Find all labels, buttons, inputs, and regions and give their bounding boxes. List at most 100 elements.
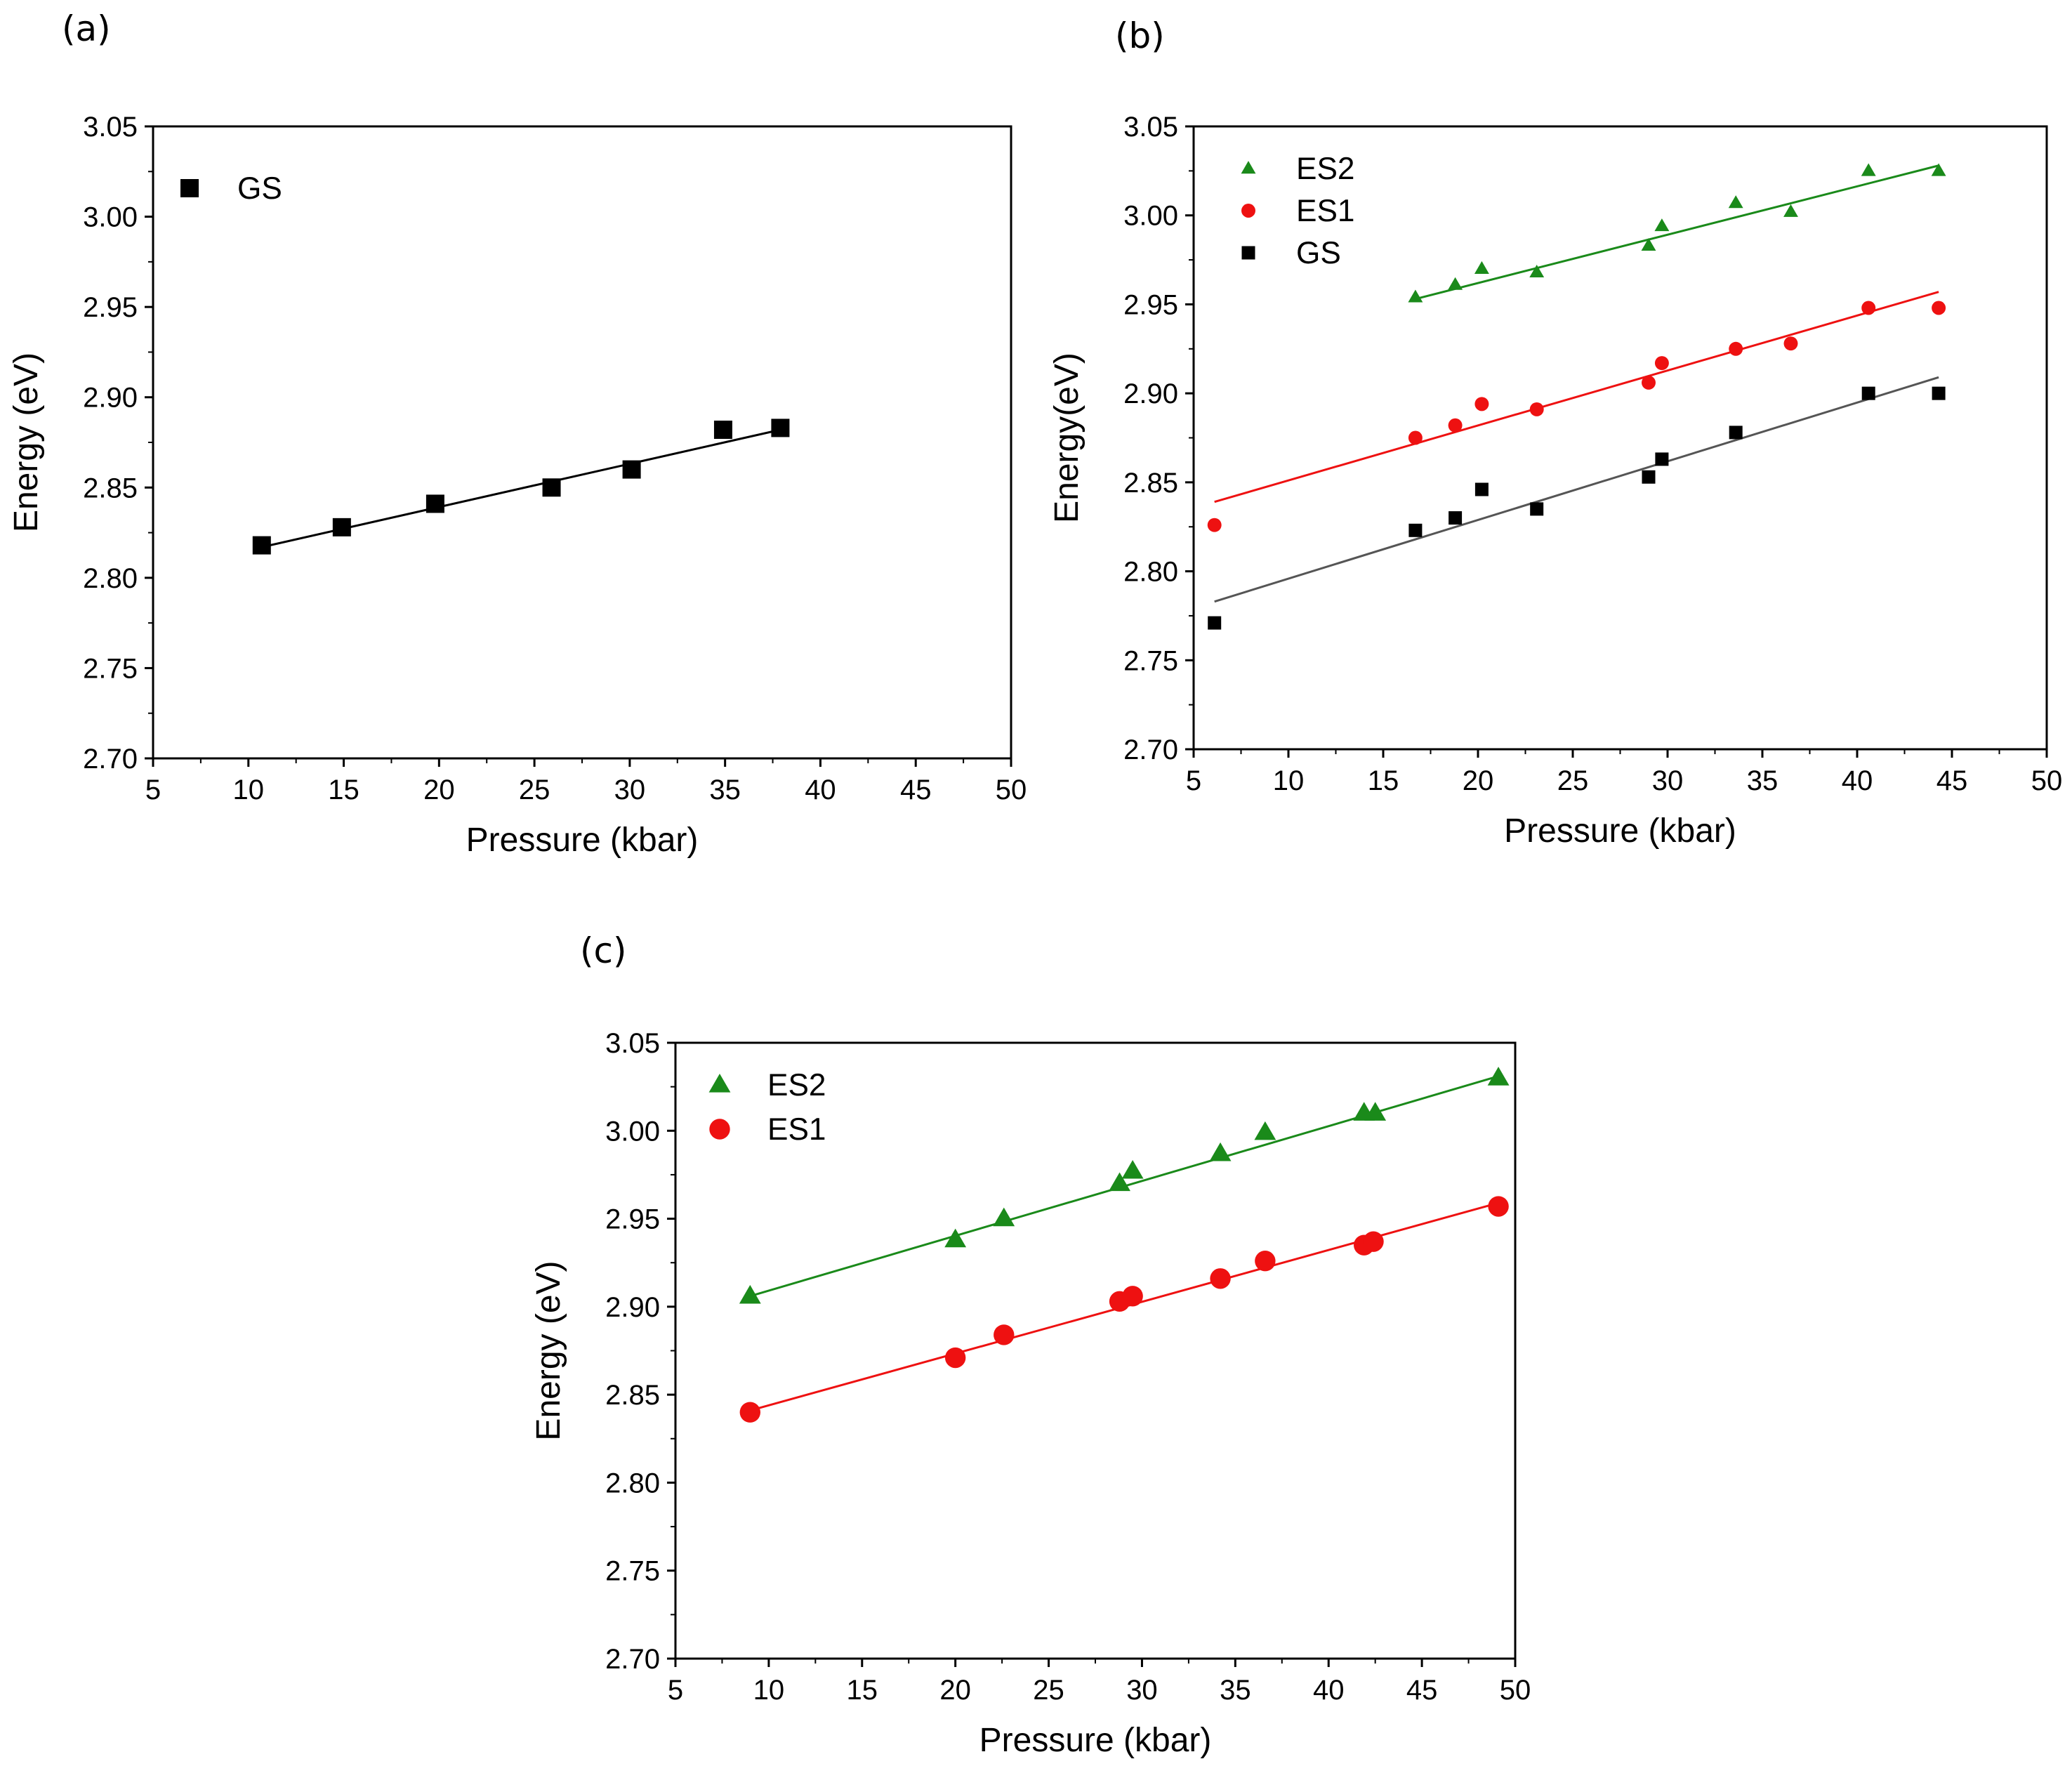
- data-point-gs: [1861, 386, 1875, 400]
- y-tick-label: 2.90: [1123, 378, 1178, 409]
- x-tick-label: 25: [1033, 1675, 1064, 1706]
- data-point-es1: [1122, 1286, 1143, 1307]
- fit-line-gs: [1214, 376, 1939, 603]
- x-tick-label: 40: [1842, 765, 1873, 796]
- x-tick-label: 30: [1126, 1675, 1158, 1706]
- data-point-gs: [425, 494, 444, 513]
- data-point-es2: [1931, 163, 1946, 176]
- series-gs: [252, 419, 790, 555]
- x-tick-label: 25: [519, 775, 550, 805]
- axes: 5 10 15 20 25 30 35 40 45 50 2.70 2.75 2.80 2.85 2.90 2…: [1048, 112, 2062, 850]
- x-tick-label: 25: [1557, 765, 1589, 796]
- x-tick-label: 10: [1273, 765, 1305, 796]
- legend-label-es2: ES2: [767, 1068, 826, 1102]
- data-point-es1: [1642, 375, 1656, 390]
- x-tick-label: 5: [145, 775, 161, 805]
- y-tick-label: 2.75: [1123, 645, 1178, 676]
- data-point-es2: [1364, 1102, 1387, 1121]
- data-point-es1: [1488, 1196, 1509, 1217]
- data-point-es2: [1448, 277, 1463, 290]
- y-tick-label: 2.70: [1123, 735, 1178, 765]
- data-point-es2: [1728, 195, 1743, 209]
- y-tick-label: 2.80: [1123, 557, 1178, 588]
- legend-label-gs: GS: [1296, 236, 1341, 270]
- data-point-es1: [1654, 356, 1669, 371]
- x-tick-label: 50: [2031, 765, 2063, 796]
- axes: 5 10 15 20 25 30 35 40 45 50 2.70 2.75 2.80 2.85 2.90 2…: [8, 112, 1027, 859]
- data-point-gs: [1655, 452, 1669, 466]
- x-tick-label: 35: [709, 775, 741, 805]
- x-axis-label: Pressure (kbar): [1504, 812, 1736, 850]
- y-tick-label: 2.75: [605, 1556, 660, 1587]
- y-tick-label: 2.70: [83, 744, 138, 775]
- y-tick-label: 2.85: [605, 1380, 660, 1411]
- legend-label-es1: ES1: [767, 1112, 826, 1147]
- x-tick-label: 40: [1313, 1675, 1345, 1706]
- data-point-es1: [1207, 518, 1222, 532]
- data-point-es1: [944, 1347, 966, 1369]
- legend-marker-gs: [180, 179, 199, 197]
- x-tick-label: 30: [614, 775, 646, 805]
- data-point-gs: [252, 536, 271, 555]
- y-axis-label: Energy(eV): [1048, 353, 1086, 523]
- x-tick-label: 15: [1368, 765, 1399, 796]
- data-point-es2: [944, 1228, 967, 1248]
- data-point-es1: [1363, 1231, 1384, 1252]
- series-es1: [739, 1196, 1509, 1423]
- y-tick-label: 2.90: [605, 1292, 660, 1323]
- x-tick-label: 20: [423, 775, 455, 805]
- x-tick-label: 35: [1220, 1675, 1251, 1706]
- legend-marker-es1: [709, 1119, 730, 1140]
- x-tick-label: 30: [1652, 765, 1684, 796]
- y-axis-label: Energy (eV): [530, 1260, 567, 1440]
- panel-label-a: (a): [62, 8, 111, 49]
- legend: ES2 ES1 GS: [1241, 152, 1354, 270]
- series-es2: [739, 1067, 1510, 1304]
- data-point-es1: [1474, 397, 1489, 411]
- data-point-es2: [1654, 218, 1670, 232]
- y-tick-label: 2.95: [83, 292, 138, 323]
- x-tick-label: 50: [1500, 1675, 1531, 1706]
- y-tick-label: 2.80: [605, 1468, 660, 1499]
- data-point-gs: [1530, 502, 1544, 516]
- x-axis-label: Pressure (kbar): [466, 822, 699, 859]
- y-tick-label: 2.95: [605, 1204, 660, 1235]
- y-tick-label: 2.85: [1123, 468, 1178, 499]
- y-tick-label: 3.05: [605, 1028, 660, 1059]
- legend-label-es2: ES2: [1296, 152, 1354, 186]
- y-tick-label: 3.00: [83, 202, 138, 233]
- data-point-es2: [1109, 1172, 1130, 1192]
- data-point-gs: [1642, 470, 1656, 484]
- data-point-es2: [1254, 1121, 1276, 1140]
- series-es2: [1408, 163, 1946, 303]
- data-point-gs: [1208, 616, 1222, 630]
- legend: GS: [180, 171, 282, 206]
- data-point-gs: [332, 518, 351, 536]
- data-point-es1: [1210, 1268, 1231, 1289]
- data-point-es2: [1641, 237, 1656, 251]
- data-point-es2: [1529, 264, 1545, 278]
- fit-line-es2: [1415, 164, 1939, 301]
- x-tick-label: 45: [1406, 1675, 1438, 1706]
- data-point-es2: [993, 1207, 1015, 1227]
- data-point-es1: [1729, 341, 1743, 356]
- data-point-gs: [1932, 386, 1946, 400]
- y-tick-label: 2.85: [83, 473, 138, 503]
- x-tick-label: 15: [328, 775, 359, 805]
- data-point-es1: [1448, 418, 1463, 433]
- y-tick-label: 2.75: [83, 653, 138, 684]
- y-tick-label: 3.05: [83, 112, 138, 143]
- data-point-gs: [1408, 523, 1423, 537]
- data-point-gs: [1474, 482, 1489, 496]
- data-point-gs: [771, 419, 790, 437]
- y-tick-label: 2.95: [1123, 289, 1178, 320]
- fit-line-es1: [1214, 291, 1939, 503]
- x-tick-label: 50: [996, 775, 1027, 805]
- series-es1: [1207, 291, 1946, 532]
- y-tick-label: 3.00: [1123, 201, 1178, 232]
- data-point-es1: [1861, 301, 1876, 315]
